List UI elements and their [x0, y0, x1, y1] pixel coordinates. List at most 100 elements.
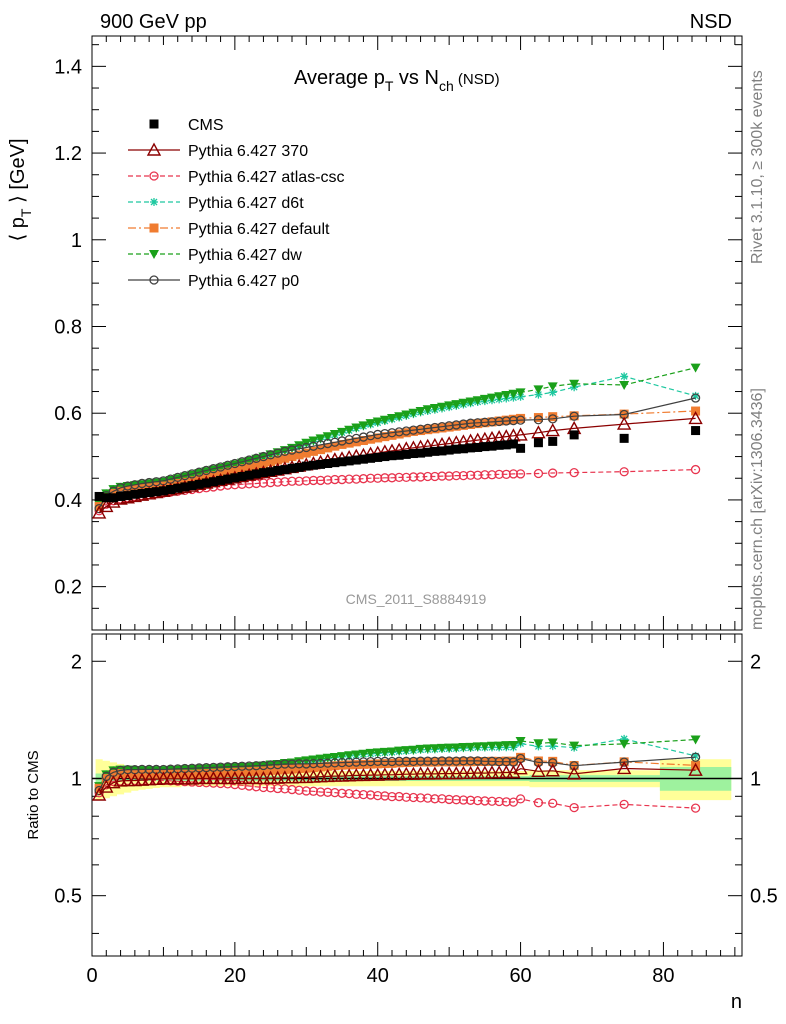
data-point [273, 465, 283, 475]
data-point [480, 442, 490, 452]
data-point [301, 448, 311, 458]
data-point [251, 454, 262, 464]
data-point [358, 474, 369, 484]
data-point [344, 435, 354, 445]
data-series [91, 363, 703, 813]
ratio-point [266, 765, 276, 775]
data-point [301, 442, 311, 453]
ratio-point [465, 742, 476, 752]
data-point [287, 452, 297, 462]
ratio-point [273, 759, 283, 770]
ratio-point [413, 766, 428, 780]
data-point [437, 471, 447, 481]
data-point [280, 465, 290, 475]
ratio-point [170, 771, 185, 785]
ratio-point [619, 757, 629, 767]
data-point [294, 444, 304, 454]
ratio-point [230, 761, 240, 772]
y-axis-label-bottom: Ratio to CMS [25, 750, 42, 839]
ratio-point [366, 759, 376, 769]
ratio-point [199, 771, 214, 785]
ratio-point [301, 756, 312, 766]
ratio-point [241, 771, 257, 785]
ratio-point [451, 756, 461, 766]
ratio-point [234, 771, 250, 785]
data-point [688, 410, 703, 425]
ratio-point [227, 771, 243, 785]
data-point [444, 401, 455, 411]
ratio-point [533, 739, 544, 749]
y-tick-label-top: 0.6 [54, 403, 82, 425]
data-point [408, 472, 419, 482]
ratio-point [456, 765, 471, 780]
ratio-point [358, 789, 369, 800]
ratio-point [372, 748, 383, 758]
data-point [479, 394, 490, 404]
data-point [323, 475, 333, 485]
ratio-point [449, 766, 464, 780]
ratio-point [399, 766, 414, 780]
data-point [323, 459, 333, 469]
data-point [494, 416, 504, 427]
ratio-point [330, 787, 340, 798]
data-point [380, 473, 390, 483]
y-tick-label-top: 1.4 [54, 56, 82, 78]
data-point [316, 459, 326, 469]
data-point [380, 452, 390, 462]
ratio-point [337, 788, 347, 798]
y-tick-label-top: 0.8 [54, 316, 82, 338]
data-point [287, 463, 297, 473]
data-point [401, 410, 412, 420]
ratio-point [394, 758, 404, 768]
ratio-point [363, 767, 378, 781]
data-point [330, 474, 340, 485]
ratio-point [251, 762, 262, 772]
x-tick-label: 80 [652, 965, 674, 987]
x-tick-label: 40 [367, 965, 389, 987]
data-point [473, 418, 483, 428]
data-point [451, 444, 461, 454]
data-point [487, 417, 497, 427]
ratio-point [422, 744, 433, 754]
series-line-ratio [98, 767, 696, 796]
legend-marker [150, 198, 158, 206]
data-point [101, 493, 111, 503]
ratio-point [380, 759, 390, 769]
ratio-point [437, 743, 447, 753]
data-point [123, 491, 133, 501]
data-point [137, 478, 147, 489]
data-point [473, 470, 483, 480]
data-point [548, 412, 558, 422]
series-pythia-6-427-p0 [94, 393, 701, 796]
ratio-point [358, 749, 369, 759]
data-point [237, 464, 247, 474]
legend-label: Pythia 6.427 370 [188, 143, 308, 160]
data-point [308, 446, 318, 456]
data-point [423, 447, 433, 457]
ratio-point [223, 762, 233, 772]
ratio-point [201, 764, 212, 774]
ratio-point [322, 753, 333, 763]
data-point [515, 469, 526, 479]
data-point [423, 425, 433, 435]
ratio-point [548, 756, 558, 766]
data-point [545, 423, 560, 437]
data-point [473, 442, 483, 452]
data-point [308, 441, 319, 451]
data-point [344, 456, 354, 466]
data-point [365, 473, 376, 483]
ratio-point [308, 758, 319, 769]
data-point [487, 470, 497, 480]
y-tick-label-bottom-right: 0.5 [750, 886, 778, 908]
ratio-point [323, 787, 333, 797]
ratio-point [437, 757, 447, 767]
ratio-point [156, 771, 171, 785]
data-point [437, 446, 447, 456]
ratio-point [284, 770, 300, 784]
ratio-point [377, 767, 393, 781]
ratio-point [444, 794, 454, 805]
ratio-point [477, 765, 493, 779]
ratio-point [251, 782, 261, 792]
data-point [258, 478, 269, 488]
series-line-ratio [98, 756, 696, 791]
